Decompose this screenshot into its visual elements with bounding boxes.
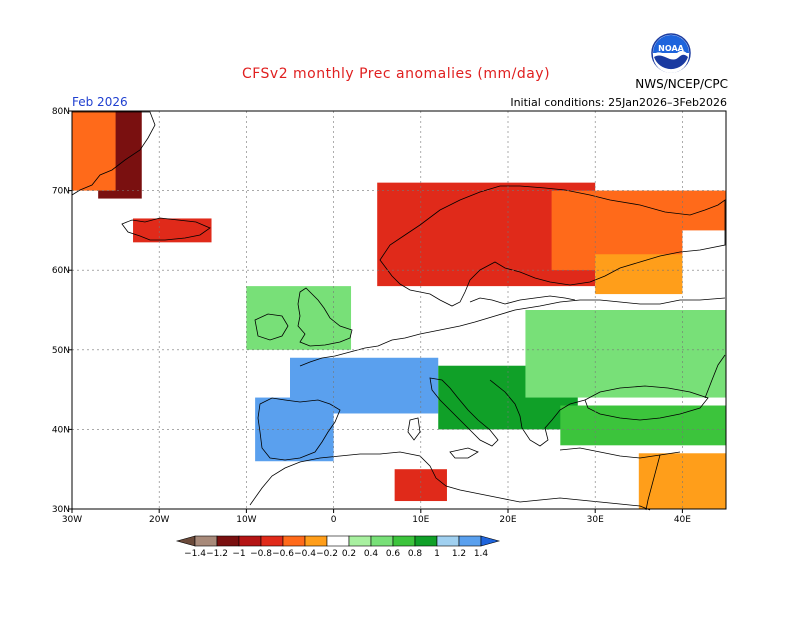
lat-label: 60N <box>52 266 70 276</box>
map-frame <box>71 110 727 510</box>
coastline-iberia <box>257 397 341 461</box>
colorbar-tick-label: −0.4 <box>294 549 316 559</box>
colorbar-tick-label: −1.4 <box>184 549 206 559</box>
colorbar-arrow-left <box>175 535 196 547</box>
colorbar-tick-label: 0.2 <box>342 549 356 559</box>
lon-label: 10W <box>236 515 256 525</box>
coastline-iceland <box>121 217 211 241</box>
coastline-scandinavia <box>379 185 726 307</box>
colorbar-swatch <box>326 535 350 547</box>
coastline-greenland <box>71 111 156 196</box>
colorbar-tick-label: 1.2 <box>452 549 466 559</box>
lon-label: 20W <box>149 515 169 525</box>
colorbar-swatch <box>348 535 372 547</box>
coastline-caspian <box>704 354 726 399</box>
anomaly-region <box>246 477 334 509</box>
lon-label: 30E <box>587 515 604 525</box>
colorbar-swatch <box>458 535 482 547</box>
initial-conditions: Initial conditions: 25Jan2026–3Feb2026 <box>510 96 727 109</box>
colorbar-swatch <box>216 535 240 547</box>
lat-label: 30N <box>52 505 70 515</box>
colorbar-tick-label: 0.4 <box>364 549 379 559</box>
colorbar-tick-label: 0.6 <box>386 549 401 559</box>
colorbar-tick-label: −0.2 <box>316 549 338 559</box>
anomaly-region <box>255 397 334 462</box>
colorbar-swatch <box>260 535 284 547</box>
lat-label: 80N <box>52 107 70 117</box>
anomaly-region <box>525 310 726 398</box>
colorbar-tick-label: 0.8 <box>408 549 423 559</box>
colorbar-tick-label: −0.8 <box>250 549 272 559</box>
coastline-north-africa <box>249 451 651 511</box>
coastline-black-sea <box>584 385 709 421</box>
logo-text: NOAA <box>658 44 684 53</box>
colorbar-swatch <box>194 535 218 547</box>
anomaly-region <box>394 469 447 502</box>
coastline-italy <box>429 377 499 447</box>
lat-label: 70N <box>52 187 70 197</box>
colorbar-swatch <box>238 535 262 547</box>
coastline-levant <box>645 454 661 511</box>
lat-label: 40N <box>52 425 70 435</box>
noaa-logo-icon: NOAA <box>651 33 691 73</box>
coastline-sardinia <box>407 417 421 441</box>
colorbar-swatch <box>282 535 306 547</box>
colorbar-swatch <box>392 535 416 547</box>
chart-title: CFSv2 monthly Prec anomalies (mm/day) <box>241 66 551 82</box>
colorbar-swatch <box>414 535 438 547</box>
lon-label: 20E <box>499 515 516 525</box>
colorbar-arrow-right <box>480 535 501 547</box>
lat-label: 50N <box>52 346 70 356</box>
colorbar-tick-label: −0.6 <box>272 549 294 559</box>
month-label: Feb 2026 <box>72 95 128 109</box>
colorbar-swatch <box>436 535 460 547</box>
coastline-europe <box>299 297 726 367</box>
anomaly-region <box>246 286 352 350</box>
coastline-baltic <box>469 295 576 305</box>
lon-label: 10E <box>412 515 429 525</box>
lon-label: 40E <box>674 515 691 525</box>
lon-label: 30W <box>62 515 82 525</box>
coastline-sicily <box>449 447 479 459</box>
colorbar-swatch <box>304 535 328 547</box>
coastline-balkans <box>489 379 586 447</box>
anomaly-region <box>72 111 116 191</box>
lon-label: 0 <box>331 515 337 525</box>
colorbar-tick-label: 1.4 <box>474 549 489 559</box>
agency-label: NWS/NCEP/CPC <box>635 77 728 91</box>
colorbar-swatch <box>370 535 394 547</box>
colorbar-tick-label: −1.2 <box>206 549 228 559</box>
coastline-ireland <box>254 313 289 341</box>
coastline-britain <box>297 287 353 347</box>
colorbar-tick-label: −1 <box>232 549 245 559</box>
colorbar-tick-label: 1 <box>434 549 440 559</box>
anomaly-region <box>560 405 726 446</box>
